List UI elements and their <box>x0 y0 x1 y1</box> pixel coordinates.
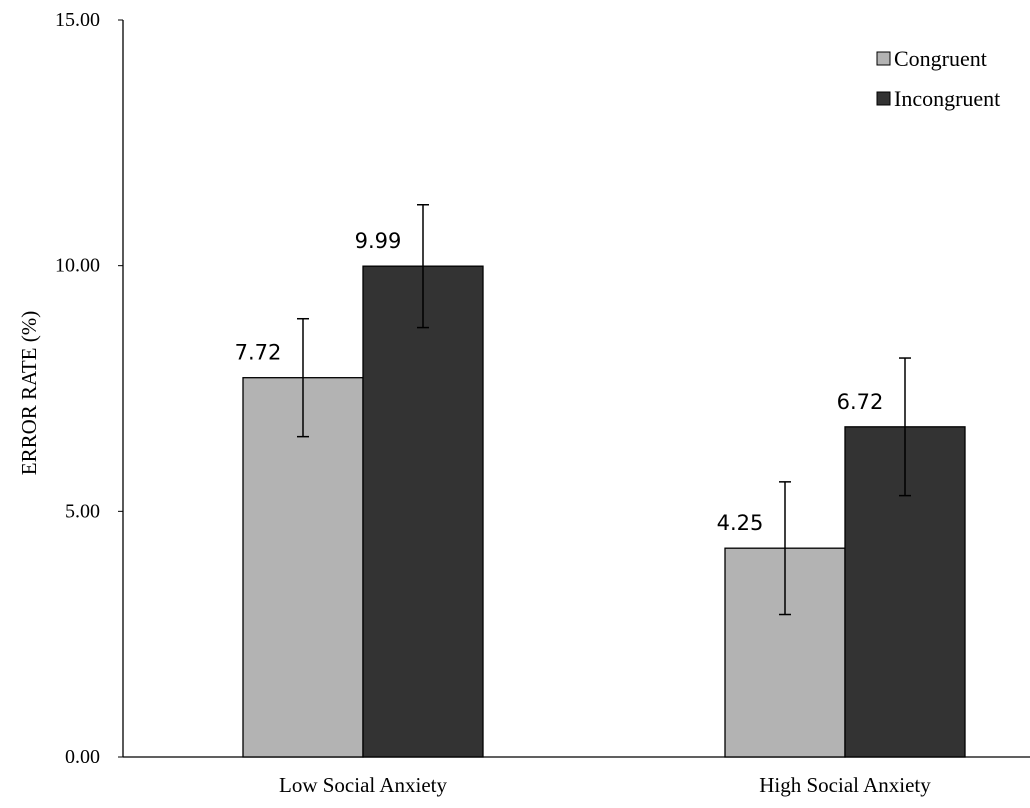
y-axis-title: ERROR RATE (%) <box>17 311 41 476</box>
data-label: 4.25 <box>717 511 764 535</box>
bar <box>242 377 364 758</box>
y-tick-label: 15.00 <box>55 9 100 31</box>
bars <box>242 265 966 758</box>
y-tick-label: 0.00 <box>65 746 100 768</box>
x-axis: Low Social Anxiety High Social Anxiety <box>123 756 1030 797</box>
legend: Congruent Incongruent <box>876 46 1000 111</box>
error-bars <box>297 203 911 616</box>
y-tick-label: 10.00 <box>55 255 100 277</box>
bar <box>362 265 484 758</box>
data-labels: 7.72 4.25 9.99 6.72 <box>235 229 884 535</box>
legend-swatch <box>876 91 891 106</box>
y-axis: 0.00 5.00 10.00 15.00 <box>55 9 124 768</box>
data-label: 6.72 <box>837 390 884 414</box>
x-tick-label: High Social Anxiety <box>759 773 931 797</box>
legend-label: Incongruent <box>894 86 1000 111</box>
legend-swatch <box>876 51 891 66</box>
x-tick-label: Low Social Anxiety <box>279 773 447 797</box>
data-label: 7.72 <box>235 341 282 365</box>
legend-label: Congruent <box>894 46 987 71</box>
data-label: 9.99 <box>355 229 402 253</box>
y-tick-label: 5.00 <box>65 500 100 522</box>
